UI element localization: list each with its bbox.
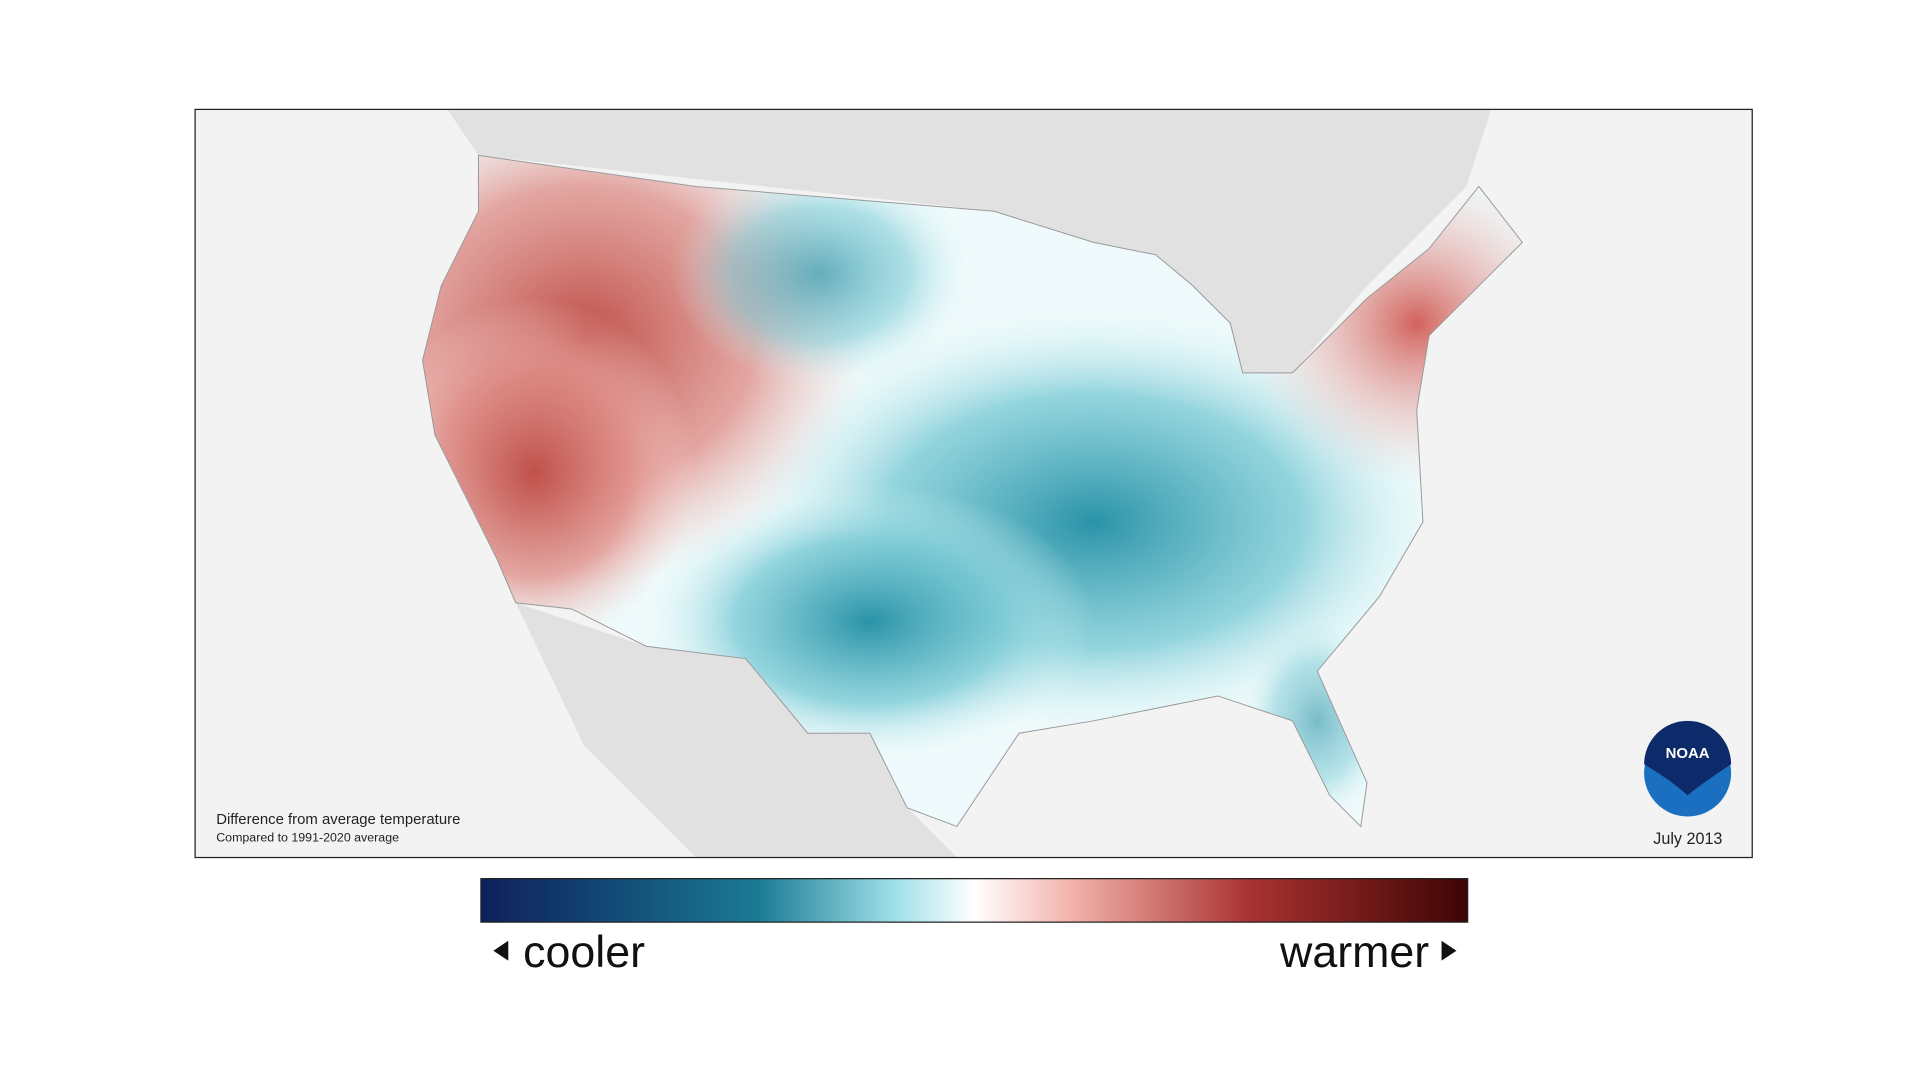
caption: Difference from average temperature — [216, 812, 460, 828]
map — [195, 109, 1753, 858]
colorbar — [480, 878, 1469, 923]
cooler-label: cooler — [523, 928, 645, 977]
anomaly-field — [422, 155, 1523, 827]
right-arrow — [1441, 940, 1457, 961]
mexico — [515, 602, 957, 858]
logo-text: NOAA — [1666, 746, 1710, 762]
map-frame — [194, 108, 1753, 859]
warmer-label: warmer — [1279, 928, 1429, 977]
date: July 2013 — [1653, 830, 1722, 848]
noaa-logo: NOAA — [1644, 720, 1732, 817]
subcaption: Compared to 1991-2020 average — [216, 830, 399, 844]
canada — [447, 109, 1492, 373]
left-arrow — [493, 940, 509, 961]
